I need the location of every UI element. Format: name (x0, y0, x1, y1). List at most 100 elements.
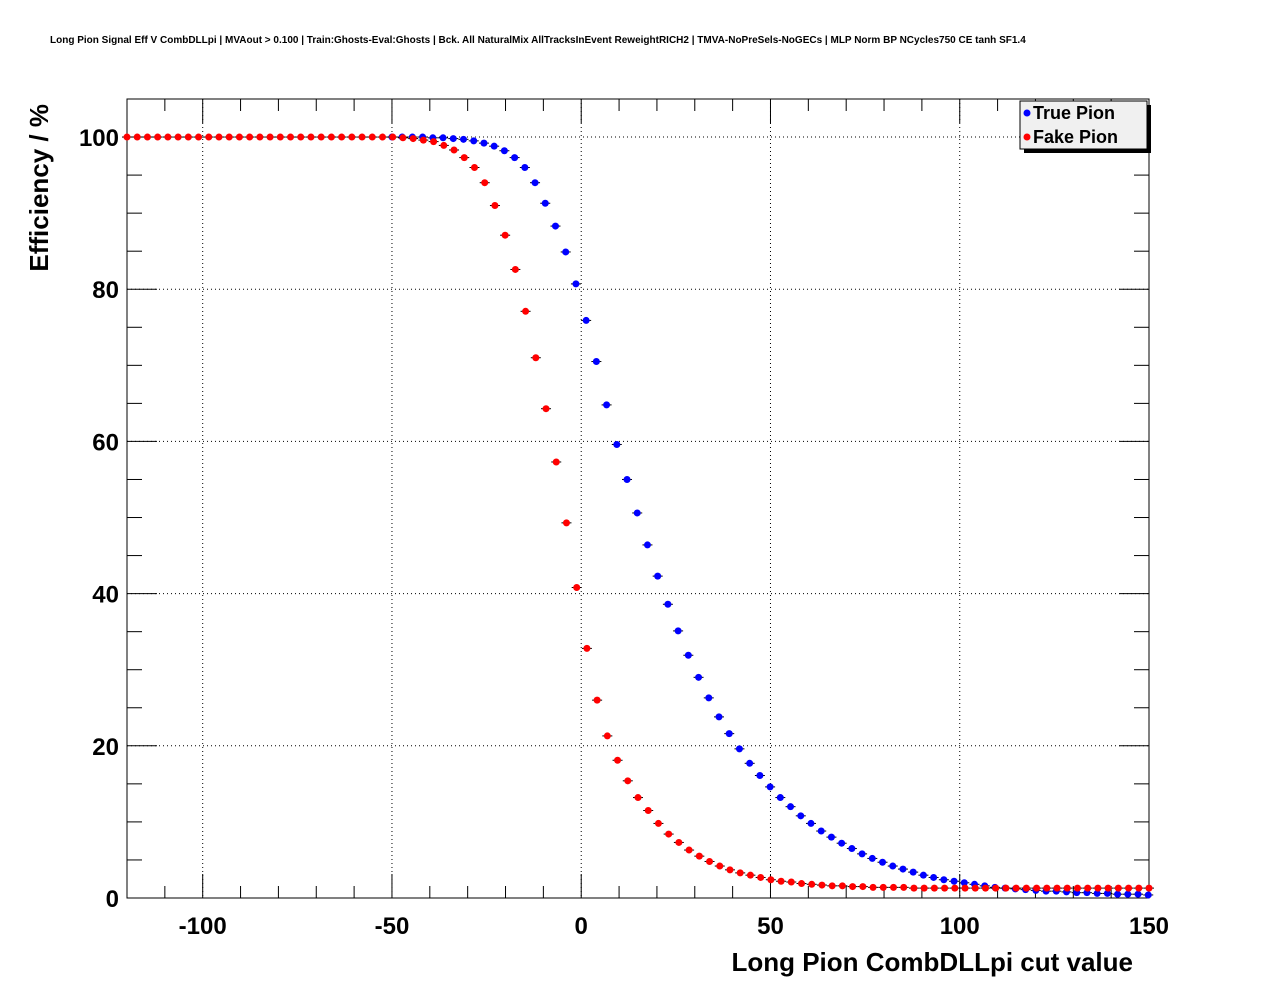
true-pion-point (490, 142, 498, 150)
fake-pion-point (1002, 884, 1010, 892)
true-pion-point (787, 803, 795, 811)
fake-pion-point (706, 857, 714, 865)
true-pion-point (1124, 890, 1132, 898)
fake-pion-point (951, 884, 959, 892)
fake-pion-point (450, 146, 458, 154)
fake-pion-point (614, 756, 622, 764)
true-pion-point (684, 651, 692, 659)
fake-pion-point (675, 838, 683, 846)
fake-pion-point (736, 869, 744, 877)
fake-pion-point (941, 884, 949, 892)
fake-pion-point (828, 882, 836, 890)
y-tick-label: 20 (92, 734, 119, 761)
true-pion-point (950, 877, 958, 885)
fake-pion-point (910, 884, 918, 892)
true-pion-point (848, 845, 856, 853)
fake-pion-point (174, 133, 182, 141)
true-pion-point (654, 572, 662, 580)
true-pion-point (541, 199, 549, 207)
fake-pion-point (501, 231, 509, 239)
x-tick-label: -50 (375, 913, 410, 940)
true-pion-point (899, 865, 907, 873)
fake-pion-point (215, 133, 223, 141)
fake-pion-point (368, 133, 376, 141)
fake-pion-point (624, 777, 632, 785)
x-axis-title: Long Pion CombDLLpi cut value (731, 947, 1133, 977)
fake-pion-point (879, 883, 887, 891)
y-tick-label: 40 (92, 582, 119, 609)
fake-pion-point (767, 876, 775, 884)
fake-pion-point (726, 866, 734, 874)
axis-ticks (126, 98, 1150, 899)
fake-pion-point (266, 133, 274, 141)
true-pion-point (889, 862, 897, 870)
series-fake-pion (122, 133, 1154, 892)
true-pion-point (674, 627, 682, 635)
true-pion-point (868, 854, 876, 862)
fake-pion-point (665, 830, 673, 838)
fake-pion-point (787, 878, 795, 886)
true-pion-point (511, 154, 519, 162)
fake-pion-point (409, 135, 417, 143)
fake-pion-point (256, 133, 264, 141)
fake-pion-point (1073, 884, 1081, 892)
true-pion-point (705, 694, 713, 702)
fake-pion-point (603, 732, 611, 740)
fake-pion-point (389, 133, 397, 141)
plot-frame (126, 98, 1150, 899)
legend-label-true-pion: True Pion (1033, 103, 1115, 123)
fake-pion-point (430, 138, 438, 146)
true-pion-point (725, 730, 733, 738)
true-pion-point (603, 401, 611, 409)
true-pion-point (592, 358, 600, 366)
fake-pion-point (900, 883, 908, 891)
fake-pion-point (992, 884, 1000, 892)
fake-pion-point (808, 880, 816, 888)
chart-title: Long Pion Signal Eff V CombDLLpi | MVAou… (50, 35, 1026, 46)
legend-marker-true-pion (1023, 109, 1031, 117)
fake-pion-point (634, 794, 642, 802)
fake-pion-point (920, 884, 928, 892)
y-tick-label: 60 (92, 429, 119, 456)
true-pion-point (572, 280, 580, 288)
y-axis-title: Efficiency / % (24, 104, 54, 272)
fake-pion-point (859, 883, 867, 891)
fake-pion-point (225, 133, 233, 141)
true-pion-point (582, 316, 590, 324)
true-pion-point (930, 873, 938, 881)
fake-pion-point (143, 133, 151, 141)
true-pion-point (1144, 891, 1152, 899)
fake-pion-point (542, 405, 550, 413)
fake-pion-point (838, 882, 846, 890)
true-pion-point (1103, 889, 1111, 897)
fake-pion-point (532, 354, 540, 362)
legend-box (1019, 100, 1148, 150)
y-tick-label: 80 (92, 277, 119, 304)
fake-pion-point (123, 133, 131, 141)
fake-pion-point (307, 133, 315, 141)
legend: True Pion Fake Pion (1019, 100, 1151, 153)
fake-pion-point (1114, 884, 1122, 892)
true-pion-point (531, 179, 539, 187)
fake-pion-point (654, 819, 662, 827)
fake-pion-point (685, 846, 693, 854)
fake-pion-point (481, 179, 489, 187)
fake-pion-point (522, 307, 530, 315)
true-pion-point (960, 879, 968, 887)
true-pion-point (551, 222, 559, 230)
fake-pion-point (399, 134, 407, 142)
true-pion-point (643, 541, 651, 549)
true-pion-point (838, 839, 846, 847)
fake-pion-point (562, 519, 570, 527)
true-pion-point (766, 783, 774, 791)
x-tick-label: 100 (940, 913, 980, 940)
true-pion-point (827, 833, 835, 841)
true-pion-point (797, 812, 805, 820)
true-pion-point (735, 745, 743, 753)
true-pion-point (470, 137, 478, 145)
true-pion-point (613, 440, 621, 448)
fake-pion-point (818, 881, 826, 889)
fake-pion-point (154, 133, 162, 141)
fake-pion-point (348, 133, 356, 141)
